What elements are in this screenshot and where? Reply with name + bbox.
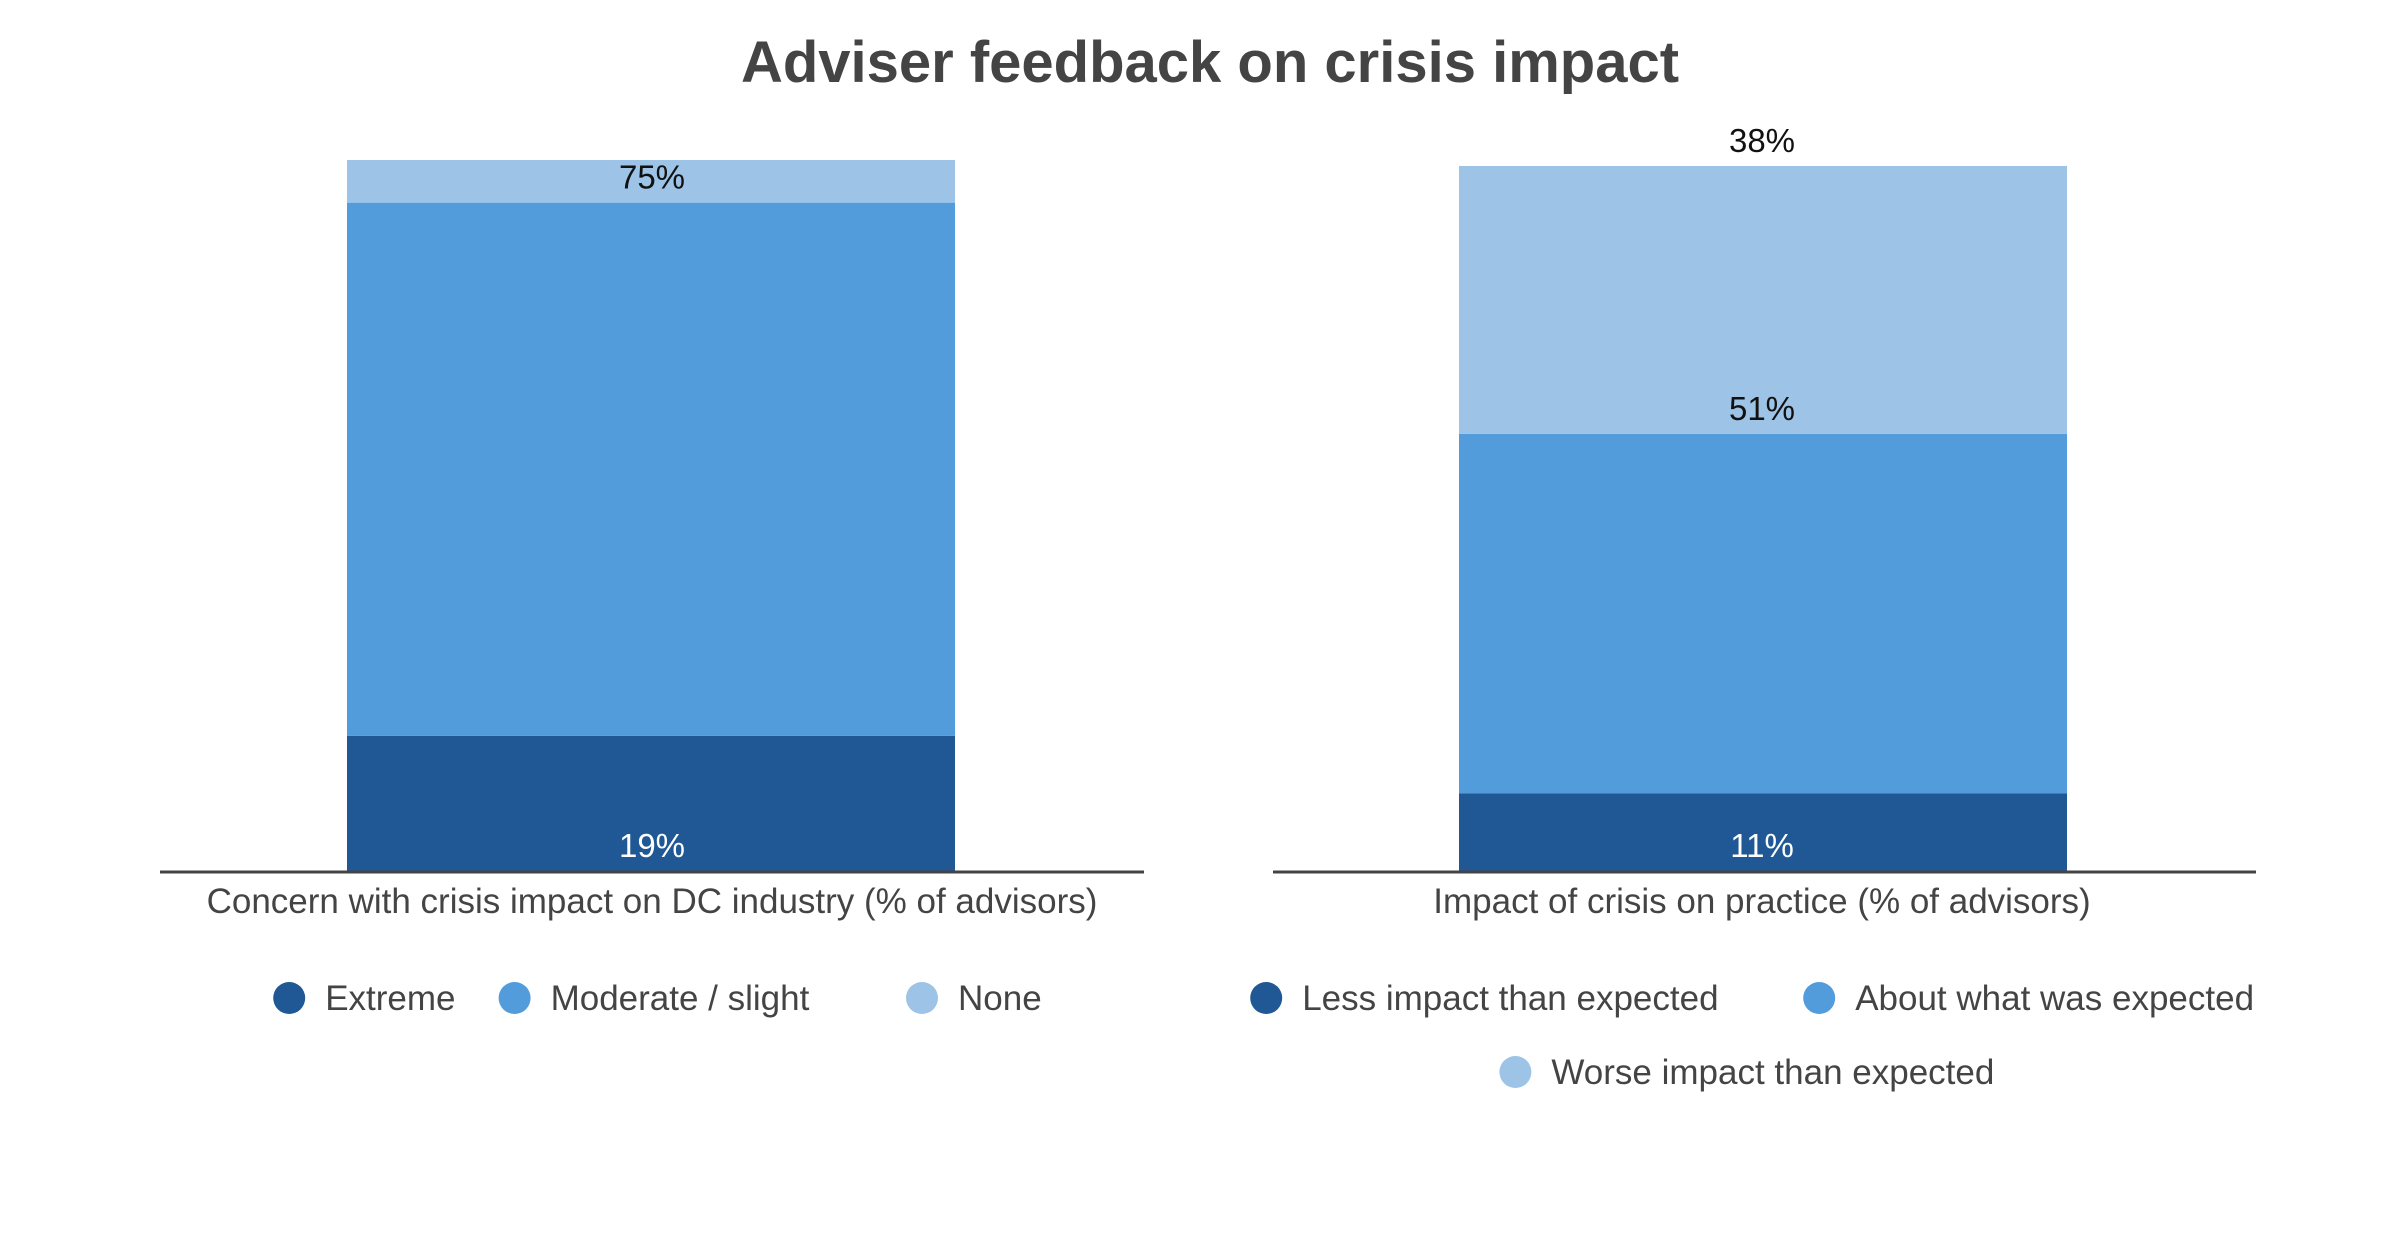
legend-label: None (958, 979, 1042, 1018)
legend-swatch (1803, 982, 1836, 1014)
legend-label: About what was expected (1855, 979, 2254, 1018)
bar-segment (1459, 166, 2067, 434)
bar-segment (1459, 433, 2067, 794)
legend-label: Moderate / slight (551, 979, 810, 1018)
legend-swatch (1250, 982, 1283, 1014)
bar-segment (347, 735, 955, 871)
legend-label: Worse impact than expected (1551, 1053, 1994, 1092)
data-label: 51% (1729, 390, 1795, 427)
legend-label: Extreme (325, 979, 455, 1018)
chart-title: Adviser feedback on crisis impact (741, 30, 1679, 95)
panel-concern: 19% 75% Concern with crisis impact on DC i… (160, 159, 1144, 1018)
legend-swatch (273, 982, 306, 1014)
bar-segment (347, 160, 955, 203)
data-label: 19% (619, 827, 685, 864)
data-label: 75% (619, 159, 685, 196)
category-label: Concern with crisis impact on DC industr… (207, 882, 1098, 921)
legend-swatch (1499, 1056, 1532, 1088)
panel-impact: 11% 51% 38% Impact of crisis on practice (%… (1250, 122, 2256, 1092)
legend-swatch (906, 982, 938, 1014)
data-label: 38% (1729, 122, 1795, 159)
legend-label: Less impact than expected (1302, 979, 1718, 1018)
bar-segment (347, 202, 955, 736)
bar-segment (1459, 793, 2067, 871)
legend-swatch (498, 982, 531, 1014)
category-label: Impact of crisis on practice (% of advis… (1433, 882, 2090, 921)
data-label: 11% (1730, 827, 1794, 864)
